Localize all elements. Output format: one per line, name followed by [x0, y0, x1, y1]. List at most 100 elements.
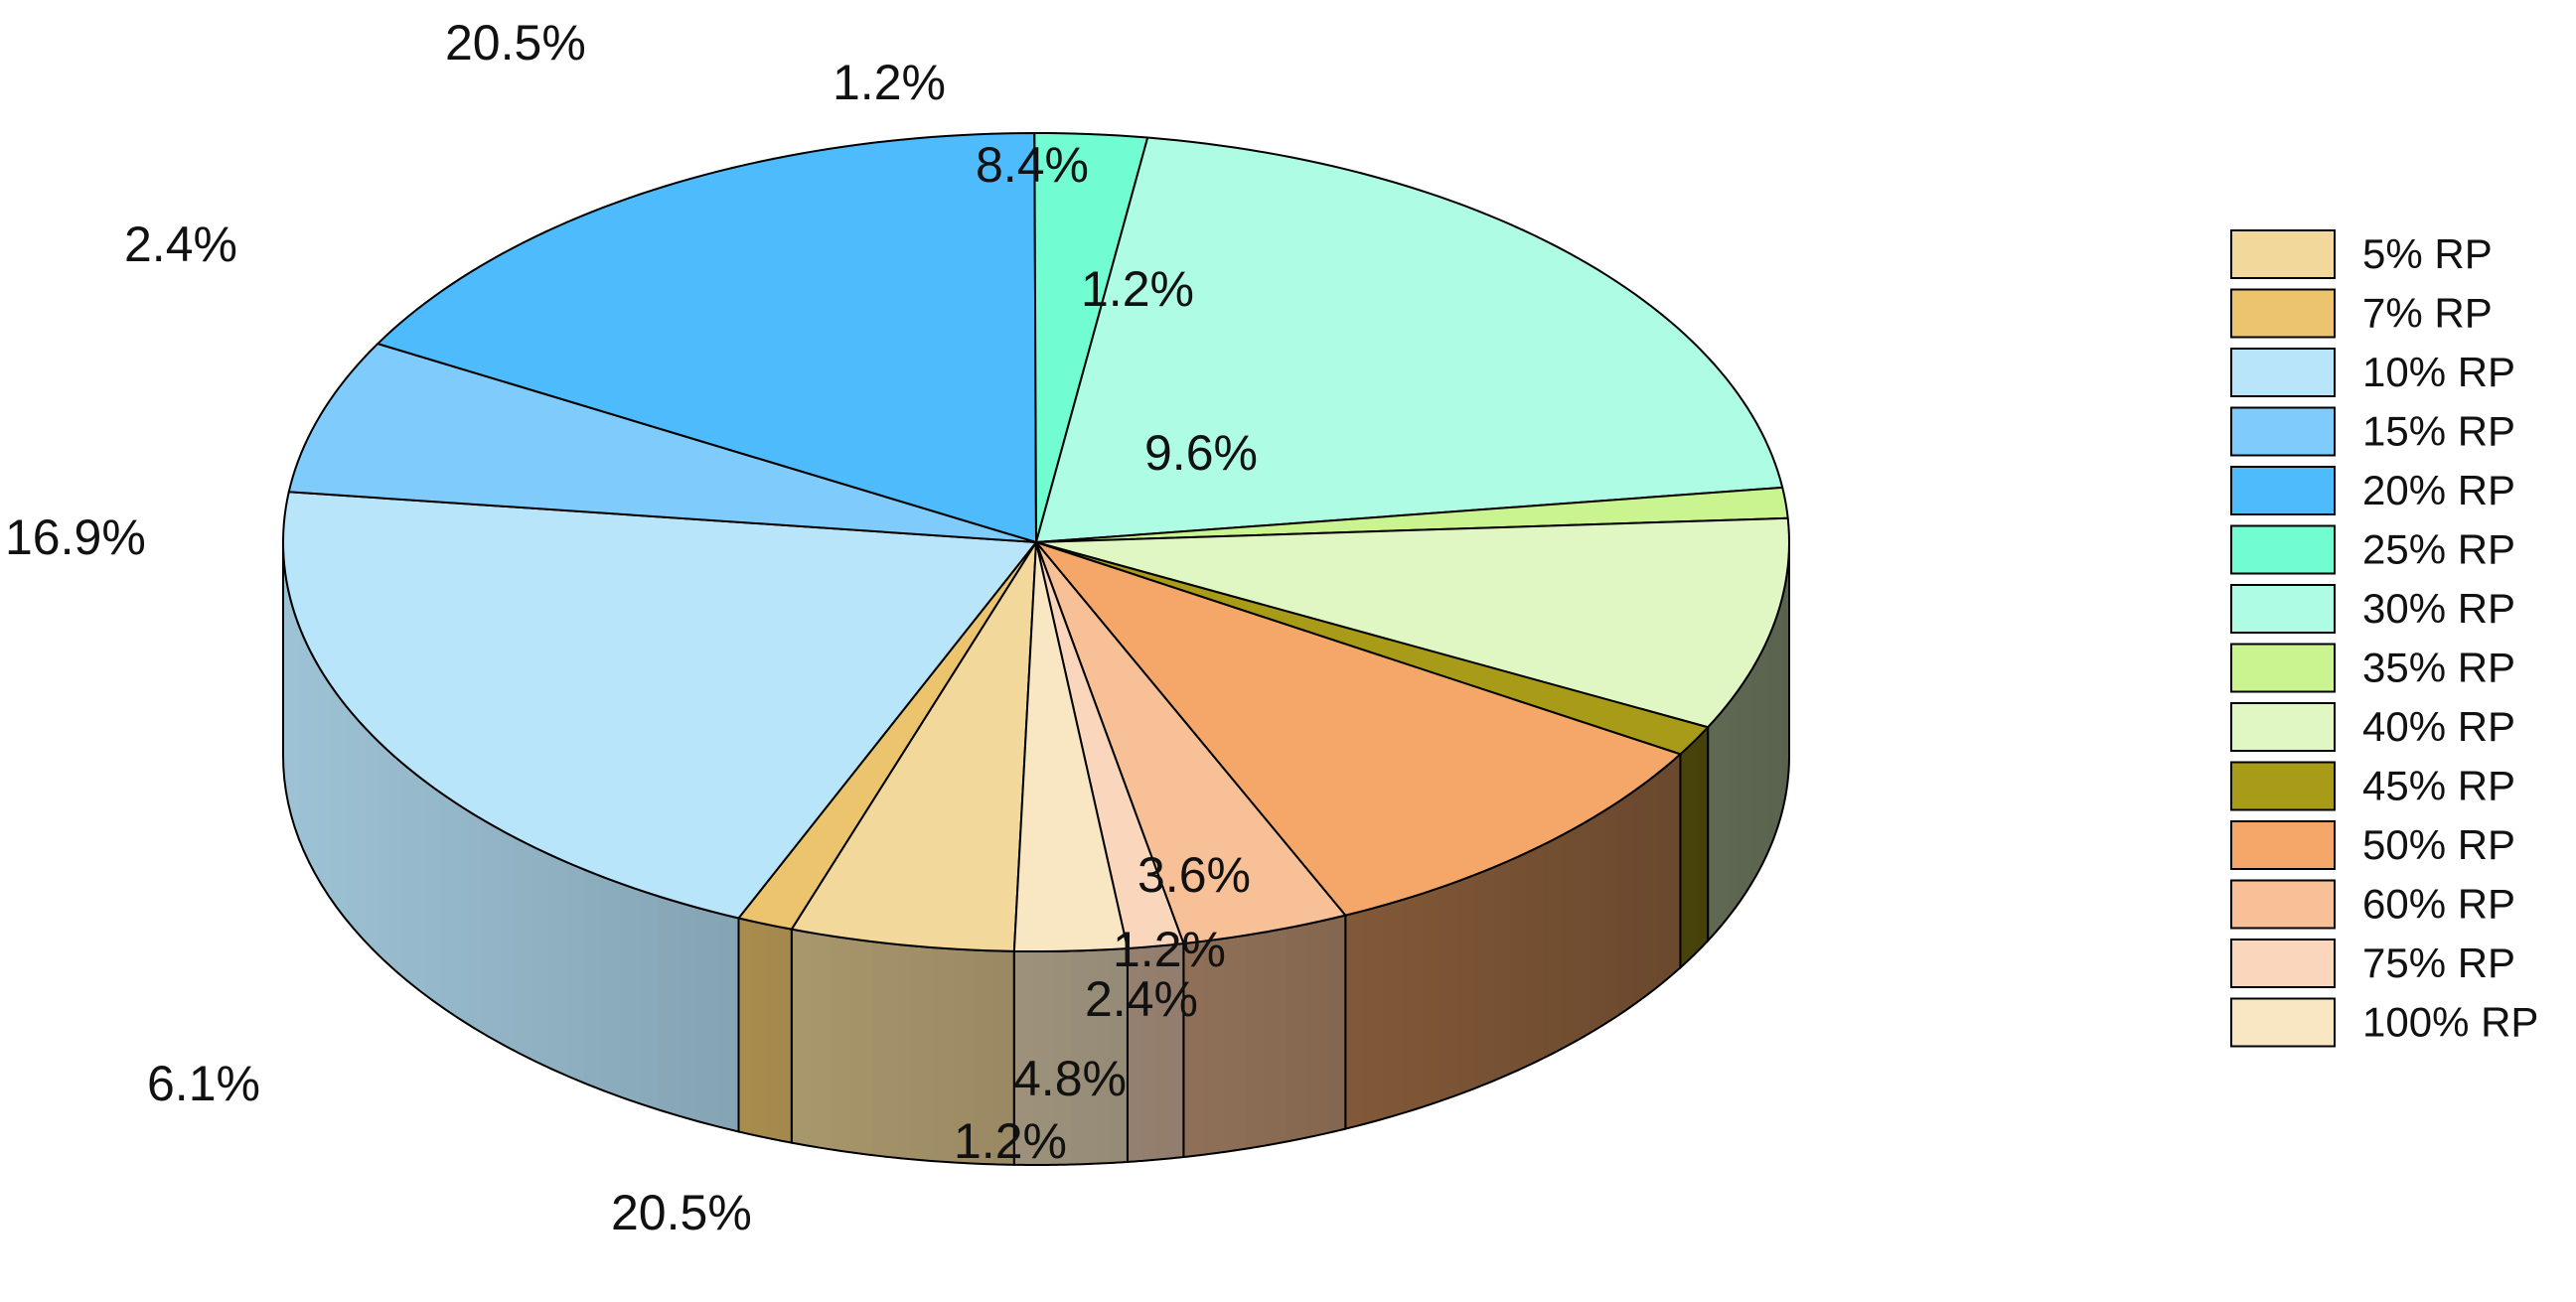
- pie-side-wall: [1560, 828, 1575, 1050]
- pie-side-wall: [1718, 705, 1727, 930]
- legend-swatch: [2231, 645, 2335, 692]
- slice-percent-label: 20.5%: [611, 1185, 752, 1240]
- legend-swatch: [2231, 349, 2335, 396]
- pie-side-wall: [1590, 811, 1604, 1034]
- pie-side-wall: [368, 730, 379, 954]
- legend-label: 60% RP: [2362, 881, 2515, 928]
- pie-side-wall: [499, 829, 515, 1052]
- pie-side-wall: [678, 902, 697, 1121]
- pie-side-wall: [1306, 920, 1326, 1137]
- pie-side-wall: [440, 793, 454, 1016]
- pie-side-wall: [1225, 936, 1246, 1152]
- pie-side-wall: [565, 862, 583, 1084]
- legend-label: 40% RP: [2362, 703, 2515, 750]
- pie-side-wall: [324, 674, 332, 900]
- pie-side-wall: [1603, 802, 1617, 1025]
- pie-side-wall: [299, 627, 304, 852]
- legend-swatch: [2231, 881, 2335, 929]
- pie-side-wall: [531, 846, 548, 1068]
- pie-side-wall: [1736, 683, 1743, 908]
- pie-side-wall: [291, 603, 295, 828]
- pie-side-wall: [765, 924, 778, 1140]
- pie-side-wall: [1287, 925, 1306, 1142]
- legend-swatch: [2231, 467, 2335, 514]
- pie-side-wall: [454, 801, 469, 1024]
- legend-label: 7% RP: [2362, 290, 2493, 337]
- pie-side-wall: [379, 741, 389, 965]
- legend-label: 30% RP: [2362, 585, 2515, 632]
- pie-side-wall: [1688, 741, 1695, 961]
- slice-percent-label: 20.5%: [445, 15, 586, 71]
- pie-side-wall: [413, 773, 426, 996]
- pie-side-wall: [1777, 602, 1781, 827]
- pie-side-wall: [1768, 626, 1773, 851]
- pie-side-wall: [1644, 774, 1657, 997]
- pie-side-wall: [426, 783, 440, 1006]
- pie-side-wall: [932, 947, 953, 1162]
- slice-percent-label: 1.2%: [1081, 261, 1194, 317]
- slice-percent-label: 4.8%: [1013, 1051, 1127, 1106]
- pie-side-wall: [1384, 900, 1403, 1119]
- pie-side-wall: [1494, 860, 1511, 1081]
- pie-side-wall: [401, 762, 413, 985]
- legend-swatch: [2231, 703, 2335, 751]
- pie-side-wall: [1527, 844, 1543, 1066]
- pie-side-wall: [1404, 894, 1423, 1113]
- pie-side-wall: [912, 945, 933, 1161]
- pie-side-wall: [515, 837, 531, 1059]
- pie-side-wall: [1773, 614, 1777, 839]
- pie-side-wall: [358, 719, 368, 943]
- pie-side-wall: [1246, 932, 1266, 1148]
- pie-side-wall: [1345, 911, 1365, 1129]
- legend-label: 75% RP: [2362, 940, 2515, 986]
- pie-top-faces: [283, 133, 1789, 951]
- pie-side-wall: [1727, 694, 1736, 919]
- legend-swatch: [2231, 290, 2335, 338]
- pie-side-wall: [1618, 793, 1632, 1015]
- pie-side-wall: [1266, 929, 1286, 1146]
- slice-percent-label: 6.1%: [147, 1056, 260, 1111]
- legend-label: 100% RP: [2362, 999, 2538, 1046]
- pie-side-wall: [1575, 819, 1590, 1042]
- pie-side-wall: [310, 651, 316, 876]
- pie-side-wall: [752, 921, 765, 1137]
- pie-side-wall: [1763, 638, 1768, 863]
- pie-slice: [1036, 138, 1782, 542]
- pie-side-wall: [295, 615, 299, 840]
- pie-side-wall: [1476, 867, 1493, 1087]
- pie-side-wall: [331, 685, 339, 910]
- pie-side-wall: [871, 941, 891, 1157]
- pie-side-wall: [468, 811, 483, 1034]
- pie-side-wall: [1743, 672, 1750, 897]
- pie-side-wall: [1458, 874, 1476, 1094]
- pie-side-wall: [812, 933, 832, 1149]
- legend-swatch: [2231, 999, 2335, 1047]
- pie-side-wall: [602, 876, 621, 1096]
- legend-swatch: [2231, 408, 2335, 456]
- slice-percent-label: 2.4%: [1085, 971, 1198, 1027]
- legend-swatch: [2231, 940, 2335, 987]
- legend-label: 45% RP: [2362, 763, 2515, 809]
- pie-side-wall: [891, 943, 911, 1159]
- pie-side-wall: [1708, 716, 1718, 940]
- legend-swatch: [2231, 526, 2335, 574]
- slice-percent-label: 1.2%: [1113, 922, 1226, 977]
- pie-side-wall: [1440, 881, 1458, 1100]
- pie-side-wall: [1657, 764, 1669, 987]
- pie-side-wall: [583, 869, 601, 1089]
- legend-label: 25% RP: [2362, 526, 2515, 573]
- pie-side-wall: [1680, 748, 1687, 968]
- pie-side-wall: [484, 820, 500, 1043]
- pie-side-wall: [831, 936, 850, 1152]
- pie-side-wall: [1757, 649, 1763, 874]
- legend-swatch: [2231, 821, 2335, 869]
- pie-side-wall: [1695, 734, 1702, 954]
- pie-side-wall: [305, 639, 311, 864]
- pie-side-wall: [1326, 916, 1346, 1134]
- slice-percent-label: 2.4%: [124, 217, 237, 272]
- slice-percent-label: 16.9%: [5, 509, 146, 565]
- slice-percent-label: 8.4%: [976, 137, 1089, 193]
